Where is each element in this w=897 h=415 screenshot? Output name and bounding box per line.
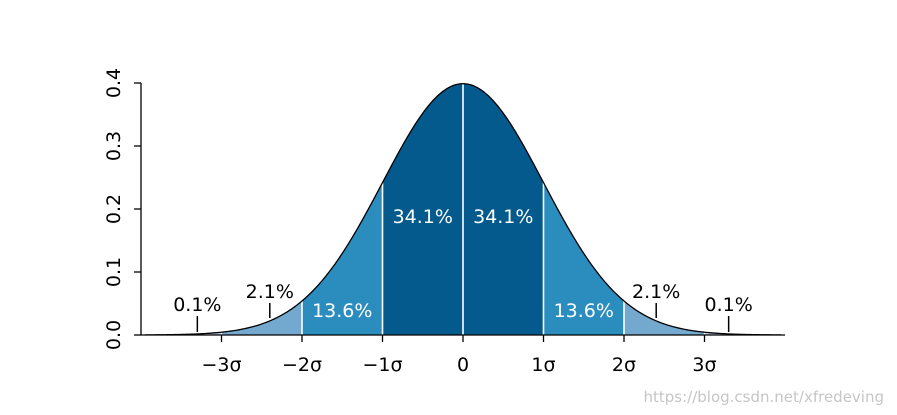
y-ticks: 0.0 0.1 0.2 0.3 0.4: [103, 68, 141, 350]
x-tick-label: −1σ: [362, 354, 402, 376]
percent-labels: 2.1% 13.6% 34.1% 34.1% 13.6% 2.1% 0.1% 0.1%: [173, 206, 753, 332]
region-percent-label: 2.1%: [632, 281, 680, 303]
x-tick-label: 0: [457, 354, 469, 376]
region-5: [624, 300, 705, 335]
density-curve: [145, 83, 781, 336]
tail-percent-label: 0.1%: [173, 294, 221, 316]
region-percent-label: 2.1%: [246, 281, 294, 303]
sigma-divider-lines: [220, 83, 706, 335]
x-tick-label: 1σ: [531, 354, 555, 376]
region-percent-label: 13.6%: [312, 300, 372, 322]
x-tick-label: 3σ: [692, 354, 716, 376]
x-ticks: −3σ −2σ −1σ 0 1σ 2σ 3σ: [201, 335, 717, 376]
y-tick-label: 0.4: [103, 68, 125, 98]
x-tick-label: −3σ: [201, 354, 241, 376]
x-tick-label: −2σ: [282, 354, 322, 376]
tail-percent-label: 0.1%: [705, 294, 753, 316]
y-tick-label: 0.0: [103, 320, 125, 350]
x-tick-label: 2σ: [612, 354, 636, 376]
region-percent-label: 13.6%: [554, 300, 614, 322]
region-percent-label: 34.1%: [473, 206, 533, 228]
watermark-text: https://blog.csdn.net/xfredeving: [644, 388, 885, 406]
region-percent-label: 34.1%: [393, 206, 453, 228]
region-0: [221, 300, 302, 335]
y-tick-label: 0.3: [103, 131, 125, 161]
y-tick-label: 0.2: [103, 194, 125, 224]
y-tick-label: 0.1: [103, 257, 125, 287]
